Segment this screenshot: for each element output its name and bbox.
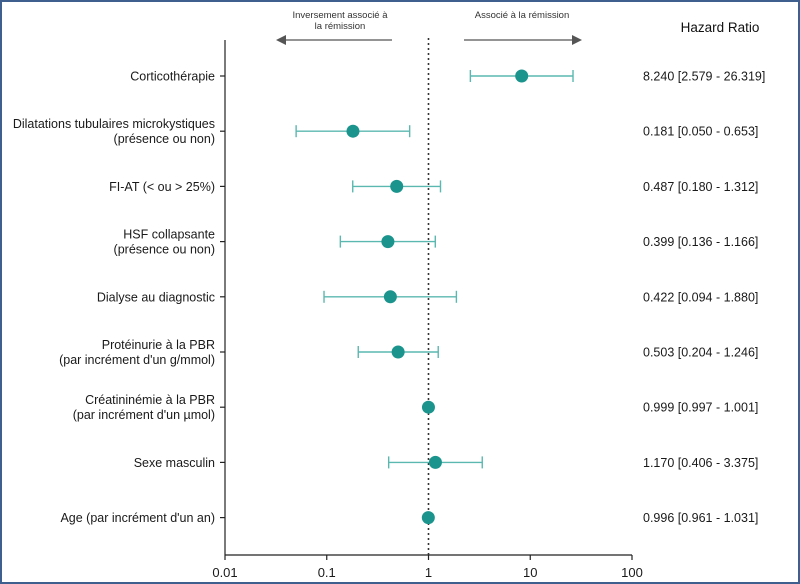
hr-point (346, 124, 360, 138)
forest-row: Créatininémie à la PBR(par incrément d'u… (73, 393, 759, 422)
forest-rows: Corticothérapie 8.240 [2.579 - 26.319] Dil… (13, 69, 765, 525)
hr-point (391, 345, 405, 359)
forest-row: FI-AT (< ou > 25%) 0.487 [0.180 - 1.312] (109, 179, 758, 194)
x-tick-label: 0.01 (212, 565, 237, 580)
row-label: HSF collapsante (123, 228, 215, 242)
row-label: (présence ou non) (114, 243, 215, 257)
hr-point (390, 179, 404, 193)
x-axis: 0.01 0.1 1 10 100 (212, 40, 643, 580)
hr-value-text: 0.181 [0.050 - 0.653] (643, 125, 758, 139)
forest-row: HSF collapsante(présence ou non) 0.399 [0… (114, 228, 759, 257)
x-tick-label: 100 (621, 565, 643, 580)
hr-value-text: 0.487 [0.180 - 1.312] (643, 180, 758, 194)
direction-left-label: la rémission (315, 21, 366, 32)
hr-value-text: 0.422 [0.094 - 1.880] (643, 290, 758, 304)
hr-point (381, 235, 395, 249)
hr-value-text: 1.170 [0.406 - 3.375] (643, 456, 758, 470)
row-label: Protéinurie à la PBR (102, 338, 215, 352)
arrow-left-icon (276, 35, 286, 45)
row-label: Dialyse au diagnostic (97, 290, 215, 304)
direction-annotations: Inversement associé àla rémission Associé… (276, 10, 582, 45)
hr-value-text: 0.999 [0.997 - 1.001] (643, 401, 758, 415)
hr-value-text: 8.240 [2.579 - 26.319] (643, 70, 765, 84)
arrow-right-icon (572, 35, 582, 45)
x-tick-label: 0.1 (318, 565, 336, 580)
row-label: FI-AT (< ou > 25%) (109, 180, 215, 194)
direction-left-label: Inversement associé à (292, 10, 388, 21)
row-label: Créatininémie à la PBR (85, 393, 215, 407)
hr-point (421, 511, 435, 525)
hr-point (515, 69, 529, 83)
row-label: Age (par incrément d'un an) (60, 511, 215, 525)
hr-point (421, 400, 435, 414)
row-label: (par incrément d'un g/mmol) (59, 353, 215, 367)
hazard-ratio-header-group: Hazard Ratio (681, 20, 760, 35)
x-tick-label: 1 (425, 565, 432, 580)
row-label: (présence ou non) (114, 132, 215, 146)
forest-row: Dilatations tubulaires microkystiques(pr… (13, 117, 759, 146)
hr-point (383, 290, 397, 304)
forest-row: Age (par incrément d'un an) 0.996 [0.961 … (60, 511, 758, 525)
hazard-ratio-header: Hazard Ratio (681, 20, 760, 35)
hr-value-text: 0.996 [0.961 - 1.031] (643, 511, 758, 525)
row-label: Corticothérapie (130, 70, 215, 84)
forest-row: Corticothérapie 8.240 [2.579 - 26.319] (130, 69, 765, 84)
hr-value-text: 0.399 [0.136 - 1.166] (643, 235, 758, 249)
direction-right-label: Associé à la rémission (475, 10, 570, 21)
row-label: Dilatations tubulaires microkystiques (13, 117, 215, 131)
forest-row: Protéinurie à la PBR(par incrément d'un … (59, 338, 758, 367)
hr-value-text: 0.503 [0.204 - 1.246] (643, 346, 758, 360)
x-tick-label: 10 (523, 565, 537, 580)
row-label: Sexe masculin (134, 456, 215, 470)
forest-row: Sexe masculin 1.170 [0.406 - 3.375] (134, 455, 758, 470)
forest-row: Dialyse au diagnostic 0.422 [0.094 - 1.88… (97, 290, 758, 304)
row-label: (par incrément d'un µmol) (73, 408, 215, 422)
hr-point (428, 455, 442, 469)
